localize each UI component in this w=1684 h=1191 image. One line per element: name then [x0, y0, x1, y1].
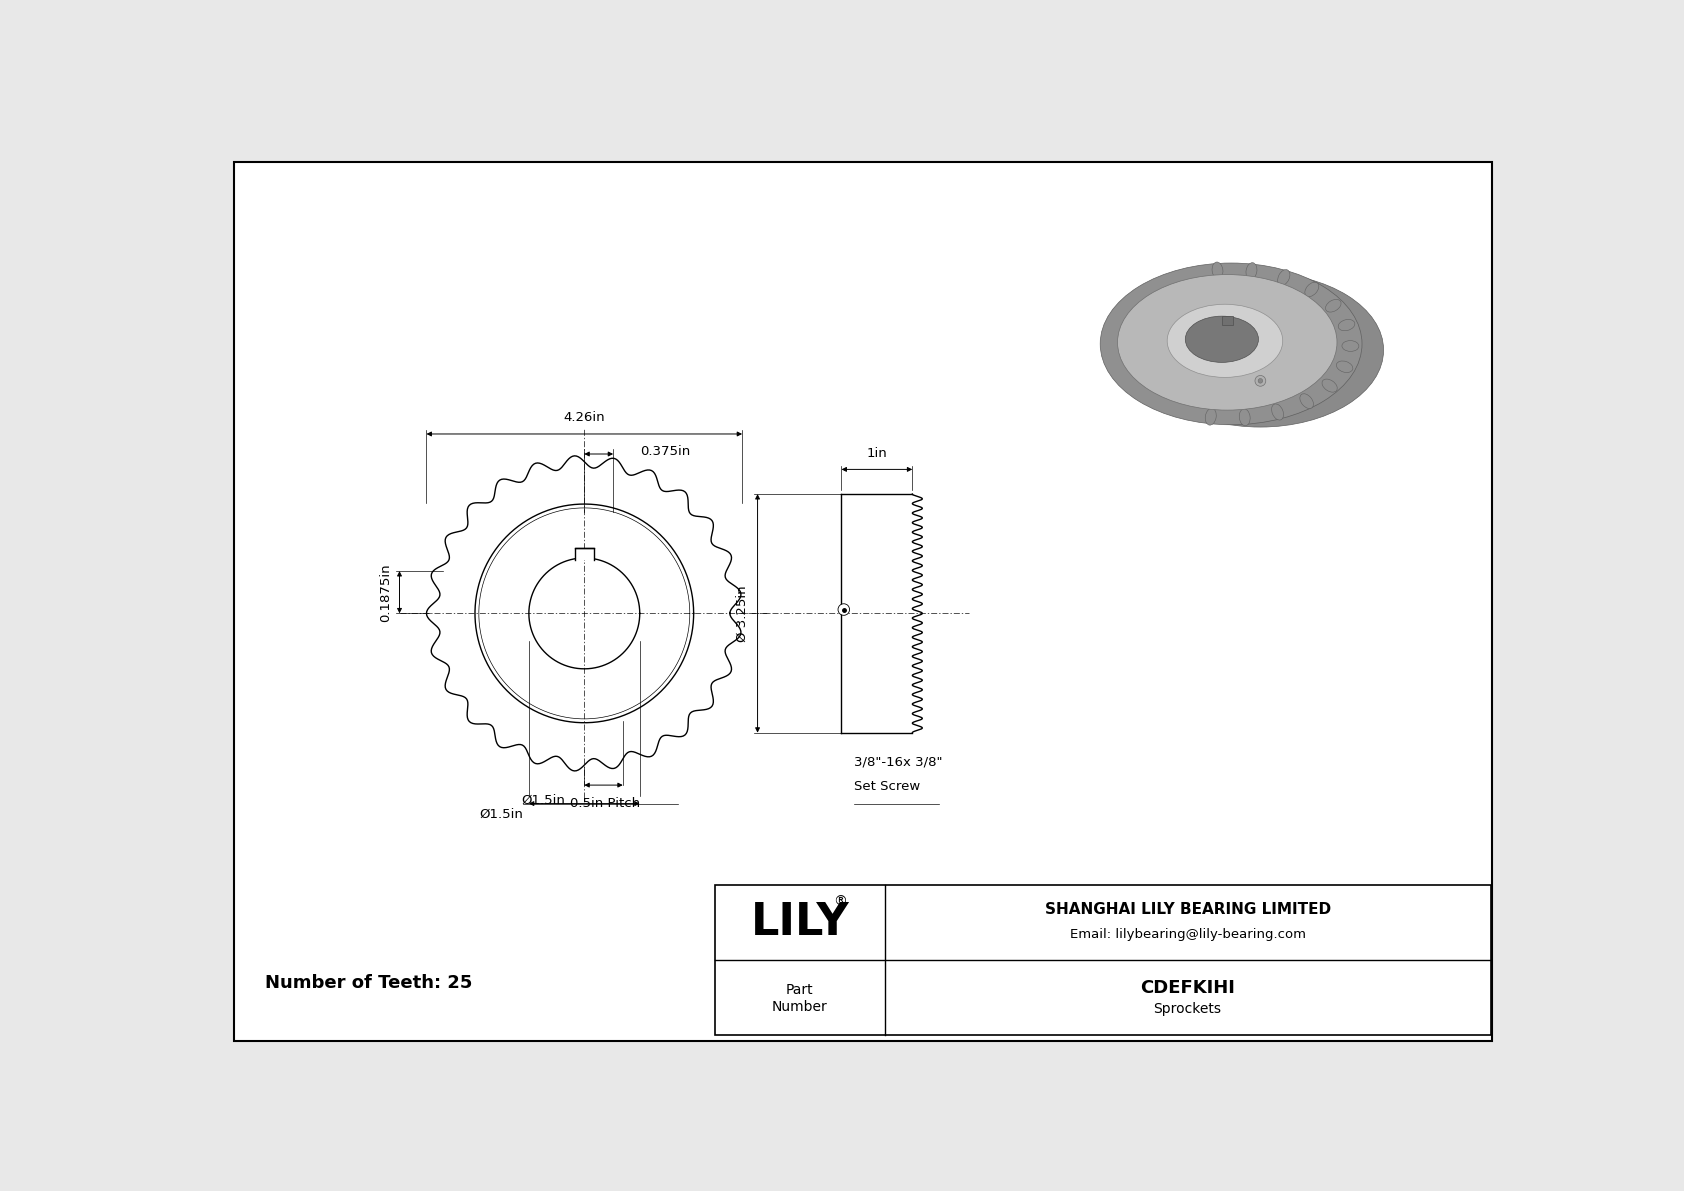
Ellipse shape: [1212, 262, 1223, 279]
Text: SHANGHAI LILY BEARING LIMITED: SHANGHAI LILY BEARING LIMITED: [1044, 902, 1330, 917]
Text: Number of Teeth: 25: Number of Teeth: 25: [264, 974, 472, 992]
Polygon shape: [574, 548, 594, 560]
Text: 4.26in: 4.26in: [564, 411, 605, 424]
Ellipse shape: [1300, 394, 1314, 409]
Ellipse shape: [1206, 409, 1216, 425]
Ellipse shape: [1186, 316, 1258, 362]
Text: Number: Number: [771, 1000, 829, 1014]
Ellipse shape: [1118, 275, 1337, 410]
Ellipse shape: [1137, 273, 1384, 428]
Text: Email: lilybearing@lily-bearing.com: Email: lilybearing@lily-bearing.com: [1069, 928, 1305, 941]
Text: LILY: LILY: [751, 902, 849, 944]
Text: 0.1875in: 0.1875in: [379, 563, 392, 622]
Text: 1in: 1in: [867, 447, 887, 460]
Ellipse shape: [1339, 319, 1356, 331]
Text: 0.375in: 0.375in: [640, 445, 690, 459]
Ellipse shape: [1342, 341, 1359, 351]
Ellipse shape: [1337, 361, 1352, 373]
Ellipse shape: [1246, 263, 1256, 280]
Text: Set Screw: Set Screw: [854, 780, 919, 793]
Ellipse shape: [1322, 379, 1337, 392]
FancyBboxPatch shape: [1223, 316, 1233, 325]
Ellipse shape: [1271, 404, 1283, 420]
Ellipse shape: [1167, 304, 1283, 378]
Ellipse shape: [1305, 282, 1319, 297]
Text: 0.5in Pitch: 0.5in Pitch: [571, 797, 640, 810]
Ellipse shape: [1278, 269, 1290, 286]
Text: Ø1.5in: Ø1.5in: [478, 807, 522, 821]
Ellipse shape: [1239, 409, 1250, 425]
Text: CDEFKIHI: CDEFKIHI: [1140, 979, 1234, 997]
Text: Ø 3.25in: Ø 3.25in: [736, 585, 748, 642]
Bar: [716, 885, 1490, 1035]
Ellipse shape: [1325, 299, 1340, 312]
Circle shape: [1258, 379, 1263, 384]
Circle shape: [839, 604, 849, 616]
Ellipse shape: [1100, 263, 1362, 425]
Text: Ø1.5in: Ø1.5in: [520, 794, 566, 807]
Text: ®: ®: [834, 894, 847, 909]
Text: 3/8"-16x 3/8": 3/8"-16x 3/8": [854, 756, 943, 769]
Text: Sprockets: Sprockets: [1154, 1003, 1221, 1016]
Text: Part: Part: [786, 983, 813, 997]
Circle shape: [1255, 375, 1266, 386]
